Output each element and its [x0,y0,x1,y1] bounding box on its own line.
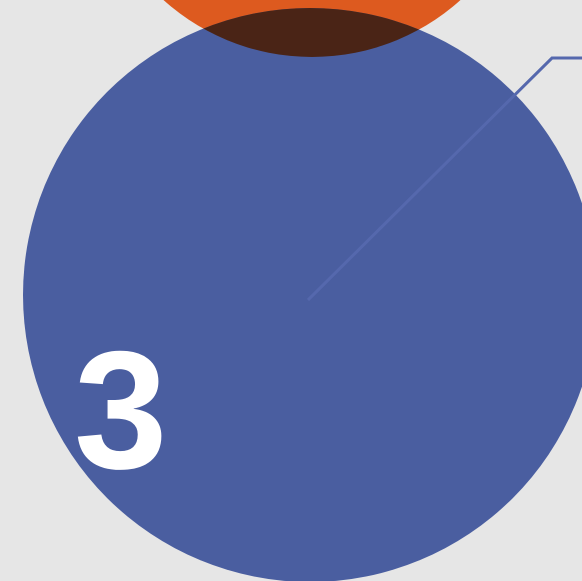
leader-line [306,56,582,302]
step-number-label: 3 [74,316,167,504]
circle-overlap [90,8,534,57]
main-step-circle [23,8,582,581]
